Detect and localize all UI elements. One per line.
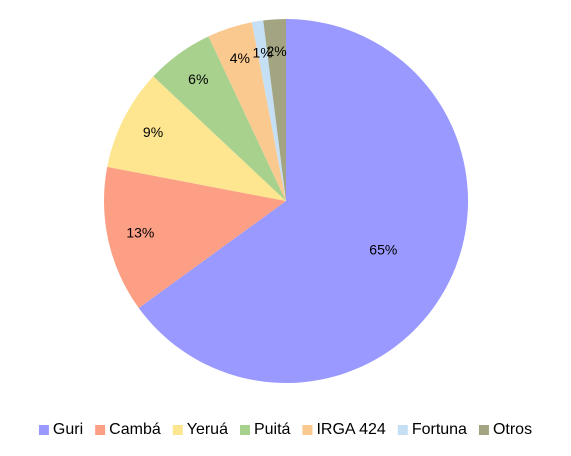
data-label: 6% (188, 71, 208, 87)
pie-slice (208, 22, 286, 201)
legend-label: Guri (53, 421, 83, 438)
legend-label: Puitá (254, 421, 291, 438)
legend-swatch (478, 425, 489, 435)
legend-label: Yeruá (187, 421, 228, 438)
legend-swatch (239, 425, 250, 435)
legend-swatch (397, 425, 408, 435)
pie-slice (107, 76, 286, 201)
legend-label: Otros (493, 421, 532, 438)
legend-label: Fortuna (412, 421, 467, 438)
legend-swatch (95, 425, 106, 435)
pie-slice (138, 19, 468, 383)
legend-swatch (302, 425, 313, 435)
legend-label: IRGA 424 (316, 421, 385, 438)
data-label: 13% (126, 224, 154, 240)
data-label: 4% (230, 50, 250, 66)
legend-swatch (172, 425, 183, 435)
pie-slice (103, 166, 286, 308)
pie-slice (251, 20, 286, 202)
data-label: 65% (369, 241, 397, 257)
legend-label: Cambá (109, 421, 161, 438)
data-label: 9% (143, 124, 163, 140)
pie-slice (263, 19, 286, 201)
pie-slice (153, 36, 286, 202)
data-label: 2% (267, 43, 287, 59)
legend-swatch (38, 425, 49, 435)
data-label: 1% (253, 44, 273, 60)
